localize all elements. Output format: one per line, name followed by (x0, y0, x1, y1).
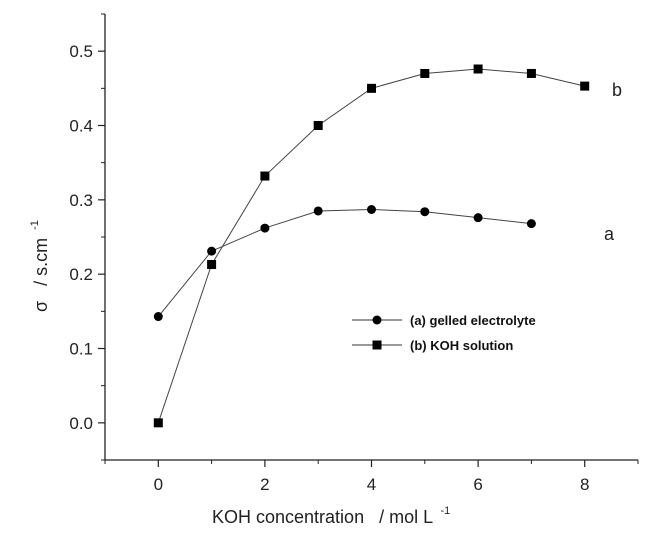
data-point-b (367, 83, 376, 93)
y-tick-label: 0.1 (69, 340, 93, 359)
series-line-a (157, 208, 532, 317)
legend-marker-a (372, 315, 382, 325)
y-axis-title-exponent: -1 (29, 220, 41, 230)
y-tick-label: 0.3 (69, 191, 93, 210)
x-tick-label: 6 (473, 475, 482, 494)
y-tick-label: 0.0 (69, 414, 93, 433)
data-point-a (420, 207, 430, 217)
data-point-b (473, 64, 483, 74)
data-point-b (207, 260, 217, 270)
data-point-b (313, 121, 323, 130)
y-tick-label: 0.5 (69, 42, 93, 61)
x-axis-title-quantity: KOH concentration (212, 507, 364, 527)
series-line-b (157, 68, 585, 423)
x-axis-title: KOH concentration / mol L -1 (212, 505, 450, 527)
data-point-a (153, 312, 163, 322)
y-tick-label: 0.2 (69, 265, 93, 284)
data-point-a (207, 246, 217, 256)
data-point-a (367, 204, 376, 214)
data-point-b (153, 418, 163, 428)
data-point-a (473, 213, 483, 223)
data-point-b (420, 68, 430, 78)
legend-label-b: (b) KOH solution (410, 338, 513, 353)
data-point-b (526, 68, 536, 78)
data-point-a (526, 219, 536, 229)
data-point-b (580, 81, 590, 91)
data-point-a (260, 223, 270, 233)
series-tag-b: b (612, 80, 622, 100)
y-axis-title-quantity: σ (31, 301, 51, 312)
legend-marker-b (372, 340, 382, 350)
series-tag-a: a (604, 224, 615, 244)
data-point-b (260, 171, 270, 181)
legend-label-a: (a) gelled electrolyte (410, 313, 536, 328)
y-axis-title: σ / s.cm -1 (29, 220, 51, 312)
data-point-a (313, 206, 323, 216)
x-tick-label: 2 (260, 475, 269, 494)
axes (104, 14, 638, 461)
y-axis-title-unit: / s.cm (31, 238, 51, 286)
series (153, 64, 590, 428)
legend: (a) gelled electrolyte (b) KOH solution (352, 313, 536, 353)
x-axis-title-unit: / mol L (379, 507, 433, 527)
x-tick-label: 0 (154, 475, 163, 494)
x-axis-title-exponent: -1 (440, 505, 450, 517)
ticks: 0 2 4 6 8 0.0 0.1 0.2 0.3 0.4 0.5 (69, 13, 639, 494)
y-tick-label: 0.4 (69, 117, 93, 136)
x-tick-label: 8 (580, 475, 589, 494)
x-tick-label: 4 (367, 475, 376, 494)
